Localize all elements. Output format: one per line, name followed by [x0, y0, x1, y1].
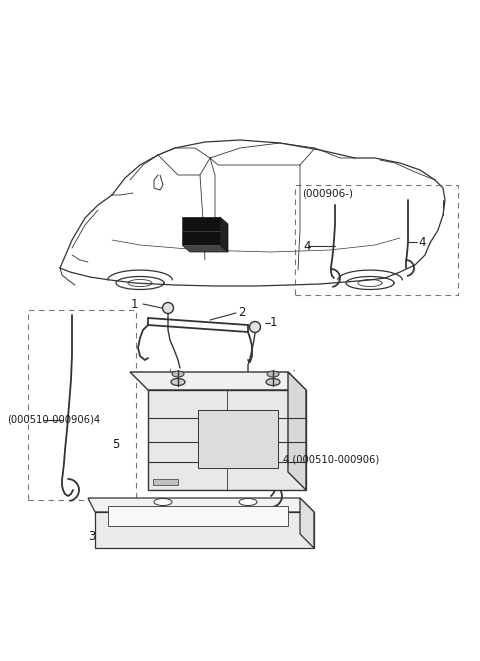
Ellipse shape — [267, 371, 279, 377]
FancyBboxPatch shape — [182, 217, 220, 245]
Text: (000906-): (000906-) — [302, 188, 353, 198]
Polygon shape — [220, 217, 228, 252]
Circle shape — [250, 321, 261, 332]
Ellipse shape — [154, 498, 172, 506]
Text: 1: 1 — [270, 317, 277, 329]
Ellipse shape — [239, 498, 257, 506]
Polygon shape — [88, 498, 314, 512]
FancyBboxPatch shape — [153, 479, 178, 485]
Bar — [28, 310, 136, 500]
Text: 5: 5 — [112, 438, 120, 451]
Polygon shape — [95, 512, 314, 548]
Polygon shape — [182, 245, 228, 252]
Text: 2: 2 — [238, 305, 245, 319]
Text: (000510-000906)4: (000510-000906)4 — [7, 415, 100, 425]
Text: 4 (000510-000906): 4 (000510-000906) — [283, 455, 379, 465]
FancyBboxPatch shape — [108, 506, 288, 526]
Polygon shape — [288, 372, 306, 490]
Ellipse shape — [171, 379, 185, 385]
Polygon shape — [130, 372, 306, 390]
FancyBboxPatch shape — [198, 410, 278, 468]
Text: 3: 3 — [88, 531, 96, 543]
Bar — [295, 185, 458, 295]
Text: 4: 4 — [418, 235, 425, 249]
Polygon shape — [300, 498, 314, 548]
Circle shape — [163, 303, 173, 313]
Ellipse shape — [266, 379, 280, 385]
Text: 1: 1 — [131, 297, 138, 311]
Polygon shape — [148, 390, 306, 490]
Text: 4: 4 — [303, 239, 311, 253]
Ellipse shape — [172, 371, 184, 377]
